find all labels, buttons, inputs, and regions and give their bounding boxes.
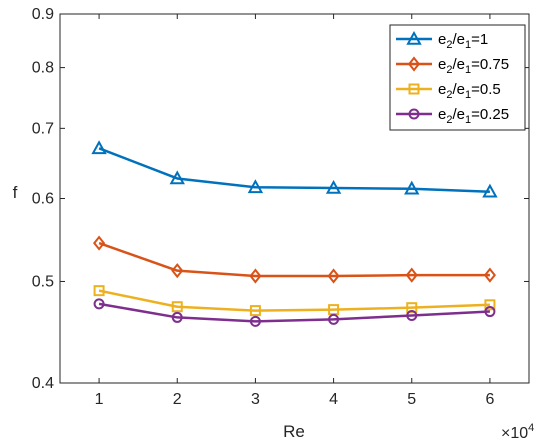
x-tick-label: 6 <box>485 391 494 408</box>
chart-marks: 1 2 3 4 5 6 0.4 0.5 0.6 0.7 0.8 0.9 <box>32 6 529 408</box>
data-point <box>93 298 105 310</box>
series-line-4 <box>98 302 490 323</box>
data-point <box>405 267 418 283</box>
x-tick-label: 1 <box>95 391 104 408</box>
series-line-1 <box>98 147 490 193</box>
data-point <box>93 235 106 251</box>
series-line-2 <box>98 241 490 278</box>
data-point <box>482 183 498 198</box>
data-point <box>171 263 184 279</box>
legend-entry-2: e2/e1=0.75 <box>438 56 509 76</box>
data-point <box>484 299 496 311</box>
data-point <box>404 180 420 195</box>
data-point <box>93 285 105 297</box>
legend-entry-4: e2/e1=0.25 <box>438 106 509 126</box>
legend-entry-3: e2/e1=0.5 <box>438 81 501 101</box>
y-tick-label: 0.5 <box>32 273 54 290</box>
data-point <box>171 301 183 313</box>
series-line-3 <box>98 289 490 312</box>
y-tick-label: 0.7 <box>32 120 54 137</box>
x-tick-label: 3 <box>251 391 260 408</box>
y-tick-label: 0.6 <box>32 191 54 208</box>
x-multiplier-exponent: 4 <box>528 422 534 434</box>
legend: e2/e1=1 e2/e1=0.75 e2/e1=0.5 e2/e1=0.25 <box>389 24 526 131</box>
y-tick-label: 0.9 <box>32 6 54 23</box>
legend-marker <box>408 83 420 95</box>
x-multiplier-base: ×10 <box>501 425 528 442</box>
data-point <box>406 309 418 321</box>
data-point <box>169 170 185 185</box>
data-point <box>91 140 107 155</box>
data-point <box>484 306 496 318</box>
legend-marker <box>406 30 422 45</box>
data-point <box>171 311 183 323</box>
legend-marker <box>407 56 421 72</box>
y-tick-label: 0.4 <box>32 375 54 392</box>
x-axis-multiplier: ×104 <box>501 422 534 442</box>
legend-box <box>389 24 526 131</box>
legend-entry-1: e2/e1=1 <box>438 31 488 51</box>
data-point <box>249 315 261 327</box>
y-tick-label: 0.8 <box>32 60 54 77</box>
data-point <box>247 179 264 194</box>
data-point <box>249 305 261 317</box>
data-point <box>325 179 342 194</box>
data-point <box>483 267 496 283</box>
data-point <box>406 302 418 314</box>
legend-marker <box>408 108 420 120</box>
x-tick-label: 4 <box>329 391 338 408</box>
y-axis-label: f <box>13 183 18 202</box>
x-axis-label: Re <box>283 422 305 441</box>
x-tick-label: 2 <box>173 391 182 408</box>
data-point <box>249 268 262 284</box>
data-point <box>328 313 340 325</box>
x-tick-label: 5 <box>407 391 416 408</box>
data-point <box>327 268 340 284</box>
